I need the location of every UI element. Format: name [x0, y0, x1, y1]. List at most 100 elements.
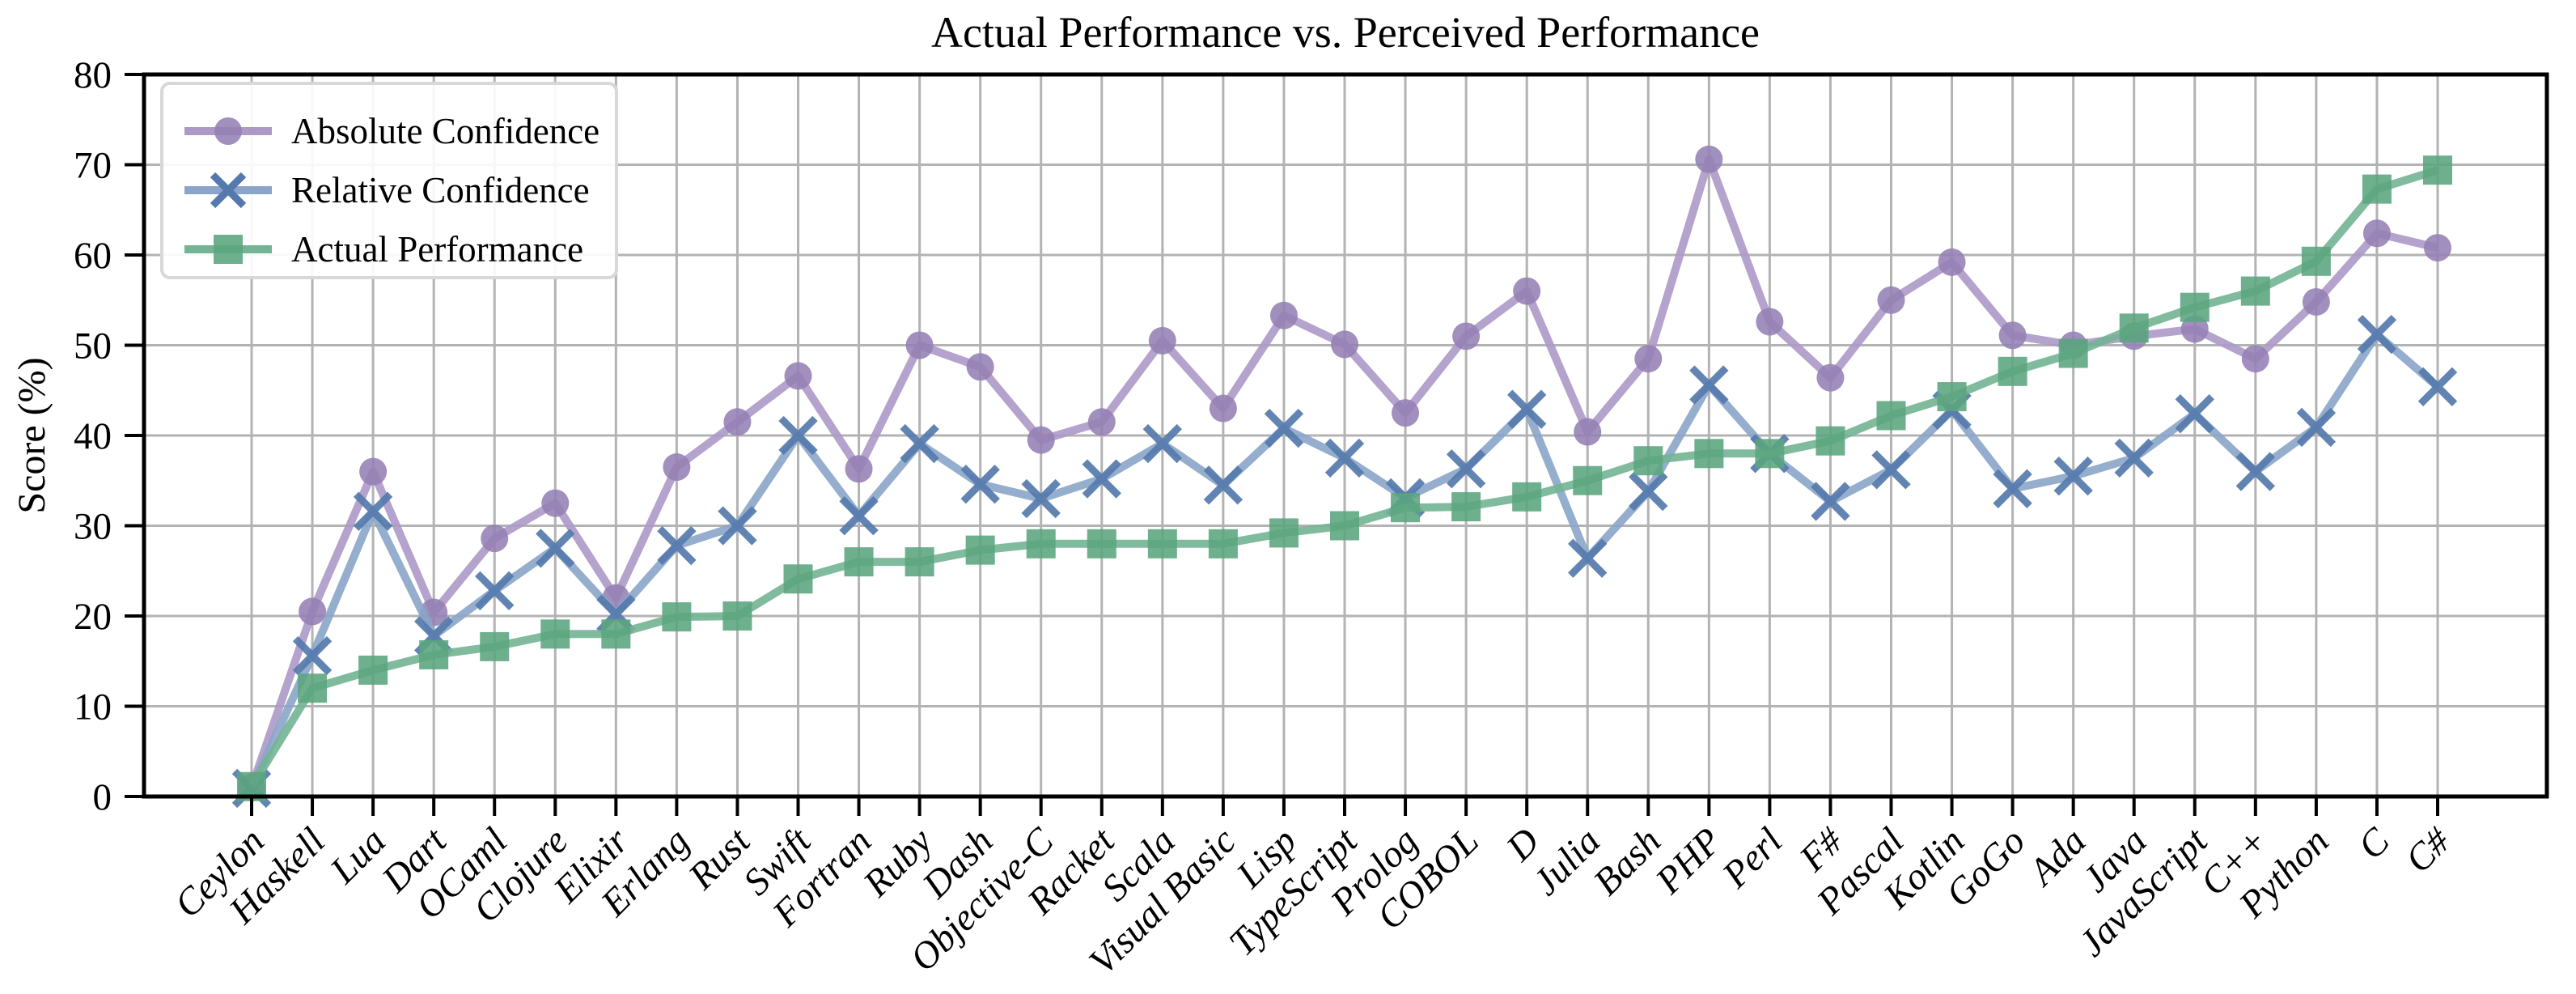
square-marker-icon: [2240, 276, 2270, 306]
x-marker-icon: [475, 571, 515, 610]
x-marker-icon: [1021, 478, 1061, 519]
circle-marker-icon: [2241, 345, 2269, 373]
x-marker-icon: [718, 506, 757, 546]
circle-marker-icon: [1452, 322, 1481, 350]
square-marker-icon: [358, 655, 388, 685]
x-marker-icon: [1203, 465, 1244, 505]
circle-marker-icon: [1634, 345, 1663, 373]
series-relative-confidence: [231, 314, 2458, 809]
circle-marker-icon: [1938, 248, 1966, 276]
x-tick-label: C: [2350, 820, 2398, 868]
square-marker-icon: [540, 619, 570, 649]
x-tick-label: Bash: [1586, 820, 1669, 903]
square-marker-icon: [662, 602, 692, 632]
circle-marker-icon: [845, 455, 873, 483]
circle-marker-icon: [663, 453, 691, 482]
x-marker-icon: [1446, 449, 1486, 489]
circle-marker-icon: [723, 408, 752, 436]
circle-marker-icon: [966, 353, 994, 381]
square-marker-icon: [2301, 246, 2331, 276]
x-marker-icon: [2296, 407, 2337, 448]
circle-marker-icon: [1087, 408, 1116, 436]
square-marker-icon: [2423, 155, 2452, 185]
circle-marker-icon: [2180, 315, 2209, 343]
square-marker-icon: [480, 631, 510, 661]
square-marker-icon: [2362, 174, 2392, 204]
circle-marker-icon: [359, 457, 388, 486]
square-marker-icon: [1876, 401, 1906, 431]
y-tick-label: 60: [74, 235, 112, 277]
square-marker-icon: [1815, 426, 1845, 456]
x-icon: [210, 172, 247, 209]
x-marker-icon: [2357, 314, 2397, 355]
x-marker-icon: [839, 496, 879, 536]
square-marker-icon: [783, 564, 813, 594]
circle-marker-icon: [784, 362, 812, 390]
circle-marker-icon: [2424, 234, 2451, 262]
square-marker-icon: [1937, 382, 1967, 412]
legend-item: Absolute Confidence: [184, 111, 600, 151]
square-marker-icon: [2058, 338, 2088, 368]
circle-marker-icon: [1877, 286, 1905, 314]
circle-marker-icon: [1756, 308, 1784, 336]
x-marker-icon: [292, 635, 333, 676]
circle-marker-icon: [299, 597, 327, 626]
y-tick-label: 10: [74, 686, 112, 729]
square-marker-icon: [1755, 439, 1785, 469]
square-marker-icon: [1694, 439, 1724, 469]
circle-icon: [214, 117, 242, 145]
square-marker-icon: [298, 673, 328, 703]
square-marker-icon: [722, 601, 752, 631]
square-marker-icon: [1147, 529, 1177, 559]
square-marker-icon: [1330, 511, 1359, 541]
x-marker-icon: [1629, 471, 1668, 512]
circle-marker-icon: [1998, 321, 2027, 350]
square-marker-icon: [2119, 313, 2149, 343]
circle-marker-icon: [905, 331, 934, 359]
square-marker-icon: [1512, 482, 1542, 512]
square-marker-icon: [905, 547, 934, 577]
series-actual-performance: [237, 155, 2452, 801]
x-tick-label: Julia: [1525, 820, 1608, 903]
x-marker-icon: [657, 525, 697, 566]
legend-item: Relative Confidence: [184, 170, 590, 210]
square-marker-icon: [1633, 446, 1663, 476]
y-tick-label: 50: [74, 325, 112, 367]
x-tick-label: Perl: [1714, 820, 1790, 897]
x-marker-icon: [2235, 452, 2276, 491]
x-tick-label: C#: [2397, 819, 2459, 881]
square-icon: [214, 235, 243, 264]
x-tick-label: Lua: [322, 820, 394, 892]
x-marker-icon: [353, 491, 393, 531]
x-marker-icon: [1871, 450, 1911, 490]
x-marker-icon: [2114, 438, 2154, 478]
x-marker-icon: [2175, 394, 2214, 434]
x-tick-label: PHP: [1647, 820, 1730, 903]
y-tick-label: 70: [74, 145, 112, 187]
legend: Absolute Confidence Relative Confidence Ac…: [160, 82, 618, 279]
y-tick-label: 0: [93, 776, 112, 818]
x-marker-icon: [778, 415, 818, 456]
circle-marker-icon: [1513, 277, 1541, 305]
square-marker-icon: [1573, 465, 1603, 495]
legend-item-label: Relative Confidence: [291, 170, 590, 210]
square-marker-icon: [965, 535, 995, 565]
circle-marker-icon: [1816, 363, 1845, 392]
x-marker-icon: [2053, 456, 2093, 496]
square-marker-icon: [844, 547, 874, 577]
y-tick-label: 40: [74, 415, 112, 457]
x-marker-icon: [1264, 408, 1304, 448]
square-marker-icon: [1451, 492, 1481, 522]
x-marker-icon: [536, 529, 575, 568]
x-tick-label: Ada: [2019, 820, 2094, 894]
y-tick-label: 30: [74, 506, 112, 548]
circle-marker-icon: [2302, 287, 2330, 316]
circle-marker-icon: [1392, 399, 1420, 427]
circle-marker-icon: [1027, 426, 1055, 454]
x-marker-icon: [1811, 482, 1850, 521]
square-marker-icon: [1998, 356, 2027, 386]
circle-marker-icon: [1269, 301, 1298, 329]
square-marker-icon: [1391, 493, 1421, 523]
circle-marker-icon: [1695, 145, 1723, 173]
